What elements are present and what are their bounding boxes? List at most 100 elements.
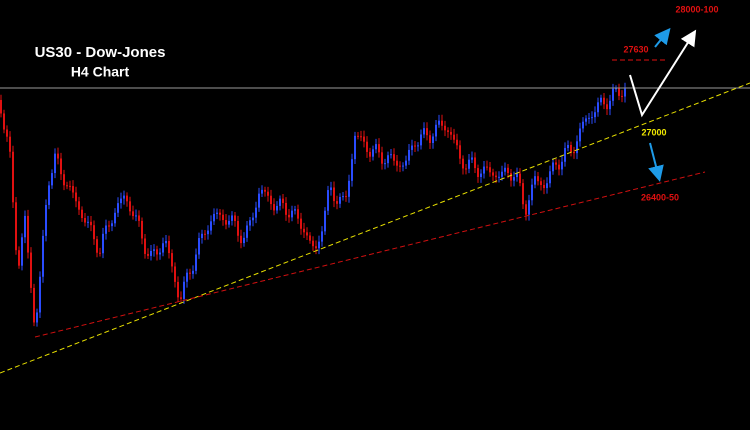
candle-body	[498, 176, 500, 178]
candle-body	[33, 287, 35, 323]
candle-body	[513, 177, 515, 181]
yellow-trendline	[0, 82, 750, 374]
candle-body	[72, 186, 74, 193]
candle-body	[585, 118, 587, 122]
candle-body	[441, 120, 443, 126]
candle-body	[552, 162, 554, 172]
candle-body	[504, 167, 506, 172]
candle-body	[96, 239, 98, 253]
candle-body	[291, 210, 293, 218]
candle-body	[330, 187, 332, 191]
candle-body	[378, 144, 380, 153]
candle-body	[36, 312, 38, 323]
candle-body	[558, 164, 560, 170]
candle-body	[18, 250, 20, 266]
candle-body	[147, 253, 149, 256]
candle-body	[354, 135, 356, 160]
candle-body	[60, 158, 62, 175]
candle-body	[450, 131, 452, 135]
candle-body	[285, 202, 287, 215]
target-label: 28000-100	[675, 4, 718, 14]
candle-body	[507, 167, 509, 173]
candle-body	[444, 125, 446, 131]
candle-body	[309, 235, 311, 241]
candle-body	[363, 136, 365, 142]
candle-body	[384, 163, 386, 165]
candle-body	[219, 212, 221, 215]
candle-body	[93, 225, 95, 240]
candle-body	[87, 221, 89, 223]
candle-body	[114, 212, 116, 224]
candle-body	[531, 184, 533, 201]
candle-body	[300, 218, 302, 229]
candle-body	[621, 95, 623, 97]
candle-body	[297, 209, 299, 219]
candle-body	[216, 212, 218, 214]
candle-body	[156, 249, 158, 255]
candle-body	[243, 237, 245, 244]
candle-body	[264, 189, 266, 192]
candle-body	[168, 240, 170, 254]
candle-body	[573, 151, 575, 154]
candle-body	[108, 225, 110, 227]
candle-body	[324, 210, 326, 232]
candle-body	[126, 195, 128, 202]
candle-body	[237, 221, 239, 236]
candle-body	[228, 220, 230, 225]
candle-body	[150, 250, 152, 256]
candle-body	[417, 145, 419, 147]
candle-body	[591, 117, 593, 119]
candle-body	[258, 193, 260, 208]
candle-body	[123, 195, 125, 199]
candle-body	[105, 225, 107, 234]
candle-body	[570, 144, 572, 152]
candle-body	[618, 88, 620, 96]
candle-body	[387, 155, 389, 164]
candle-body	[210, 221, 212, 231]
candle-body	[603, 97, 605, 105]
candle-body	[255, 207, 257, 218]
candle-body	[75, 192, 77, 202]
candle-body	[294, 209, 296, 211]
candle-body	[522, 183, 524, 205]
scenario-path	[629, 29, 697, 118]
candle-body	[567, 144, 569, 149]
candle-body	[528, 200, 530, 215]
candle-body	[333, 187, 335, 202]
candle-body	[69, 185, 71, 187]
candle-body	[144, 238, 146, 254]
candle-body	[312, 240, 314, 247]
candle-body	[207, 230, 209, 235]
candle-body	[351, 159, 353, 181]
candle-body	[366, 141, 368, 152]
candle-body	[540, 181, 542, 186]
candle-body	[414, 145, 416, 147]
candle-body	[162, 243, 164, 253]
candle-body	[174, 266, 176, 282]
candle-body	[423, 128, 425, 135]
candle-body	[399, 165, 401, 167]
candle-body	[273, 204, 275, 211]
candle-body	[495, 175, 497, 178]
candle-body	[189, 272, 191, 274]
candle-body	[318, 241, 320, 249]
candles	[0, 82, 626, 327]
candle-body	[489, 167, 491, 173]
candle-body	[609, 100, 611, 110]
candle-body	[477, 168, 479, 177]
candle-body	[90, 221, 92, 226]
candle-body	[453, 134, 455, 140]
candle-body	[153, 249, 155, 251]
candle-body	[348, 180, 350, 197]
candle-body	[447, 130, 449, 132]
candle-body	[426, 128, 428, 136]
candle-body	[600, 97, 602, 103]
candle-body	[213, 213, 215, 222]
candle-body	[222, 214, 224, 221]
resistance-label: 27630	[623, 44, 648, 54]
candle-body	[624, 88, 626, 97]
candle-body	[456, 139, 458, 146]
candle-body	[279, 198, 281, 206]
candle-body	[546, 183, 548, 189]
candle-body	[159, 252, 161, 255]
